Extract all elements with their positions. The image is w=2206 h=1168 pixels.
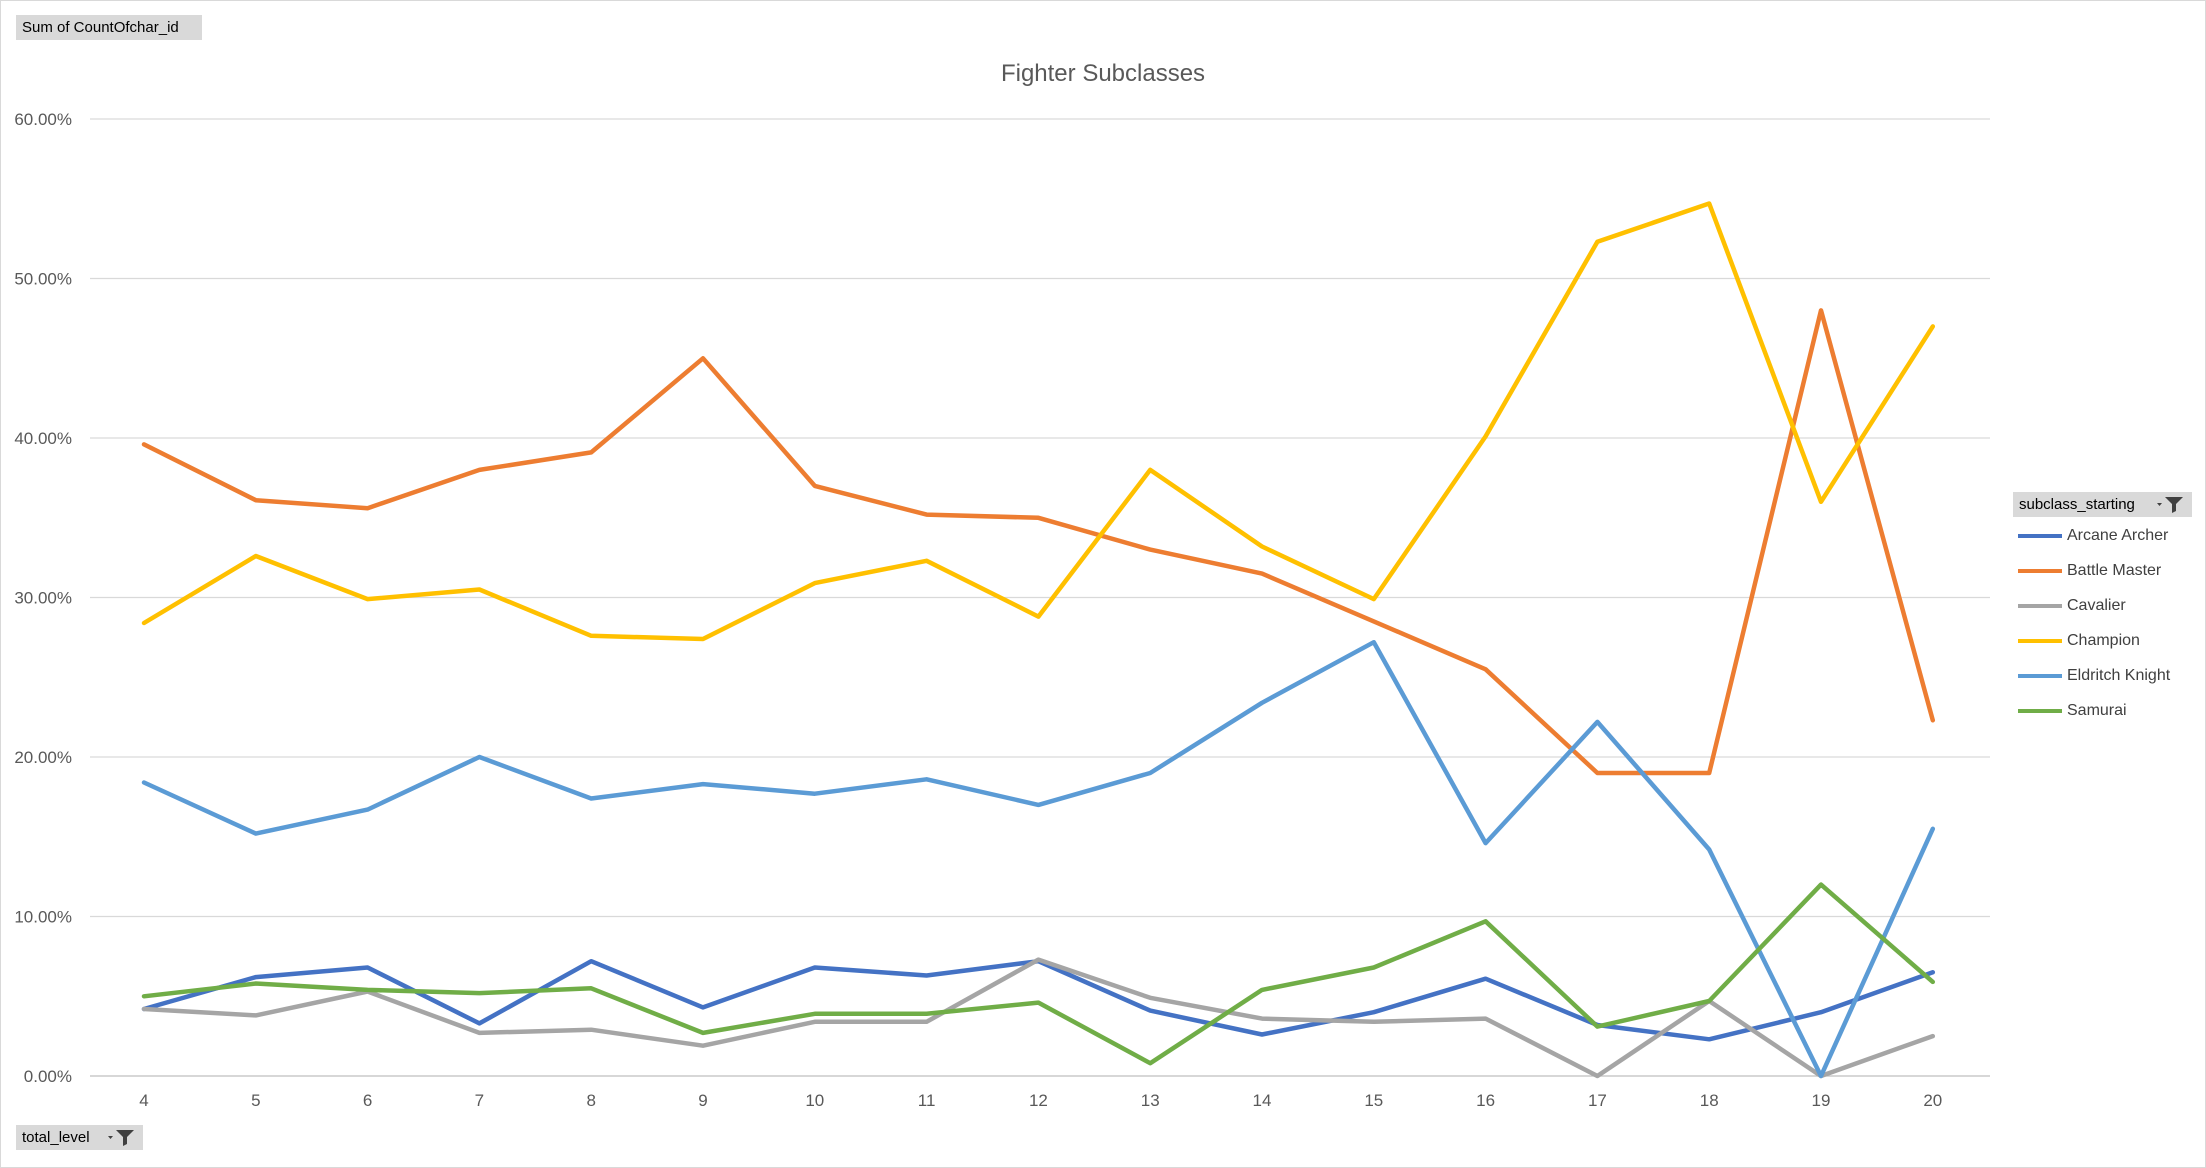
legend-label: Cavalier: [2067, 597, 2126, 614]
x-tick-label: 20: [1923, 1091, 1942, 1110]
y-axis-ticks: 0.00% 10.00% 20.00% 30.00% 40.00% 50.00% 60.00…: [14, 110, 72, 1086]
legend-swatch: [2018, 533, 2062, 538]
x-tick-label: 4: [139, 1091, 148, 1110]
x-tick-label: 15: [1364, 1091, 1383, 1110]
series-line-eldritch-knight: [141, 639, 1936, 1079]
legend-swatch: [2018, 568, 2062, 573]
x-tick-label: 8: [586, 1091, 595, 1110]
y-tick-label: 20.00%: [14, 748, 72, 767]
y-tick-label: 30.00%: [14, 589, 72, 608]
values-field-button[interactable]: Sum of CountOfchar_id: [16, 15, 202, 40]
legend-item: Samurai: [2018, 702, 2127, 724]
x-tick-label: 12: [1029, 1091, 1048, 1110]
x-tick-label: 5: [251, 1091, 260, 1110]
legend-swatch: [2018, 638, 2062, 643]
legend-label: Champion: [2067, 632, 2140, 649]
legend-label: Samurai: [2067, 702, 2127, 719]
legend-field-button[interactable]: subclass_starting: [2013, 492, 2192, 517]
series-line-samurai: [141, 882, 1936, 1066]
legend-label: Eldritch Knight: [2067, 667, 2171, 684]
series-line-cavalier: [141, 957, 1936, 1079]
chart-title: Fighter Subclasses: [1000, 60, 1206, 87]
x-tick-label: 14: [1253, 1091, 1272, 1110]
series-lines: [141, 201, 1936, 1079]
y-tick-label: 60.00%: [14, 110, 72, 129]
x-tick-label: 19: [1812, 1091, 1831, 1110]
values-field-label: Sum of CountOfchar_id: [22, 19, 179, 36]
legend-label: Arcane Archer: [2067, 527, 2169, 544]
x-tick-label: 9: [698, 1091, 707, 1110]
x-tick-label: 6: [363, 1091, 372, 1110]
gridlines: [90, 118, 1990, 1077]
x-axis-ticks: 4 5 6 7 8 9 10 11 12 13 14 15 16 17 18 19 20: [139, 1091, 1942, 1110]
x-tick-label: 18: [1700, 1091, 1719, 1110]
x-tick-label: 17: [1588, 1091, 1607, 1110]
legend-item: Arcane Archer: [2018, 527, 2168, 549]
series-line-battle-master: [141, 308, 1936, 776]
legend-item: Cavalier: [2018, 597, 2126, 619]
legend-label: Battle Master: [2067, 562, 2162, 579]
x-tick-label: 7: [475, 1091, 484, 1110]
x-tick-label: 11: [918, 1091, 936, 1110]
legend-swatch: [2018, 708, 2062, 713]
axis-field-label: total_level: [22, 1129, 90, 1146]
y-tick-label: 50.00%: [14, 270, 72, 289]
series-line-arcane-archer: [141, 958, 1936, 1042]
legend-swatch: [2018, 673, 2062, 678]
legend-swatch: [2018, 603, 2062, 608]
legend-item: Battle Master: [2018, 562, 2161, 584]
filter-funnel-icon[interactable]: [104, 1125, 140, 1150]
y-tick-label: 40.00%: [14, 429, 72, 448]
legend-item: Eldritch Knight: [2018, 667, 2170, 689]
x-tick-label: 13: [1141, 1091, 1160, 1110]
y-tick-label: 0.00%: [24, 1067, 72, 1086]
legend-field-label: subclass_starting: [2019, 496, 2135, 513]
x-tick-label: 16: [1476, 1091, 1495, 1110]
series-line-champion: [141, 201, 1936, 642]
y-tick-label: 10.00%: [14, 908, 72, 927]
legend-item: Champion: [2018, 632, 2140, 654]
x-tick-label: 10: [805, 1091, 824, 1110]
axis-field-button[interactable]: total_level: [16, 1125, 143, 1150]
filter-funnel-icon[interactable]: [2153, 492, 2189, 517]
